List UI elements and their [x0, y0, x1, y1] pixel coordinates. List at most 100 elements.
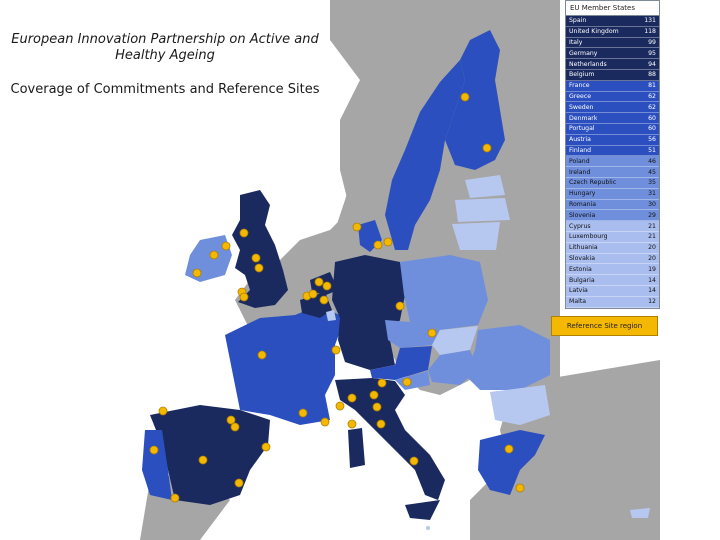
luxembourg — [326, 310, 336, 321]
legend-row: France 81 — [566, 80, 659, 92]
malta — [426, 526, 430, 530]
reference-site-dot — [298, 408, 308, 418]
reference-site-dot — [372, 402, 382, 412]
legend-row: Poland 46 — [566, 156, 659, 168]
legend-row: Greece 62 — [566, 91, 659, 103]
legend-value: 21 — [648, 222, 656, 230]
norway — [335, 10, 520, 245]
legend-value: 60 — [648, 114, 656, 122]
legend-country: Czech Republic — [569, 179, 617, 187]
slovenia — [395, 371, 430, 390]
legend-country: Estonia — [569, 265, 592, 273]
reference-site-dot — [369, 390, 379, 400]
sicily — [405, 500, 440, 520]
legend-country: Slovakia — [569, 254, 595, 262]
reference-site-dot — [322, 281, 332, 291]
reference-site-dot — [335, 401, 345, 411]
legend-country: Latvia — [569, 287, 588, 295]
legend-value: 14 — [648, 287, 656, 295]
reference-site-dot — [373, 240, 383, 250]
legend-country: Belgium — [569, 71, 595, 79]
legend-country: Luxembourg — [569, 233, 608, 241]
reference-site-dot — [331, 345, 341, 355]
legend-country: Italy — [569, 38, 583, 46]
legend-row: Hungary 31 — [566, 188, 659, 200]
member-states-legend: EU Member States Spain 131 United Kingdom 1… — [565, 0, 660, 309]
reference-site-dot — [261, 442, 271, 452]
legend-country: Greece — [569, 92, 592, 100]
reference-site-dot — [158, 406, 168, 416]
portugal — [142, 430, 172, 500]
legend-row: Latvia 14 — [566, 285, 659, 297]
legend-country: Austria — [569, 136, 591, 144]
legend-country: France — [569, 82, 590, 90]
reference-site-dot — [257, 350, 267, 360]
reference-site-dot — [226, 415, 236, 425]
legend-row: Romania 30 — [566, 199, 659, 211]
reference-site-dot — [198, 455, 208, 465]
legend-value: 46 — [648, 157, 656, 165]
reference-site-dot — [347, 419, 357, 429]
legend-country: Denmark — [569, 114, 598, 122]
reference-site-dot — [409, 456, 419, 466]
reference-site-dot — [377, 378, 387, 388]
legend-row: Finland 51 — [566, 145, 659, 157]
legend-value: 62 — [648, 103, 656, 111]
czech-republic — [385, 320, 440, 348]
reference-site-dot — [221, 241, 231, 251]
legend-country: Cyprus — [569, 222, 591, 230]
legend-country: Sweden — [569, 103, 594, 111]
greece — [478, 430, 545, 495]
legend-row: Estonia 19 — [566, 264, 659, 276]
legend-value: 20 — [648, 244, 656, 252]
reference-site-dot — [482, 143, 492, 153]
legend-country: Hungary — [569, 190, 596, 198]
legend-header: EU Member States — [566, 1, 659, 16]
reference-site-dot — [383, 237, 393, 247]
latvia — [455, 198, 510, 222]
legend-value: 30 — [648, 200, 656, 208]
legend-country: Finland — [569, 146, 592, 154]
legend-value: 56 — [648, 136, 656, 144]
legend-row: Bulgaria 14 — [566, 275, 659, 286]
reference-site-dot — [254, 263, 264, 273]
legend-value: 45 — [648, 168, 656, 176]
slovakia — [432, 326, 478, 355]
reference-site-dot — [319, 295, 329, 305]
italy — [335, 378, 445, 500]
reference-site-dot — [320, 417, 330, 427]
legend-row: Austria 56 — [566, 134, 659, 146]
legend-row: Denmark 60 — [566, 113, 659, 124]
reference-site-dot — [149, 445, 159, 455]
lithuania — [452, 222, 500, 250]
romania — [465, 325, 550, 390]
reference-site-dot — [347, 393, 357, 403]
hungary — [428, 350, 478, 385]
legend-country: Slovenia — [569, 211, 596, 219]
legend-row: Spain 131 — [566, 16, 659, 27]
legend-value: 99 — [648, 38, 656, 46]
reference-site-dot — [352, 222, 362, 232]
map-title: European Innovation Partnership on Activ… — [11, 32, 319, 63]
legend-row: Luxembourg 21 — [566, 231, 659, 243]
legend-value: 88 — [648, 71, 656, 79]
legend-value: 12 — [648, 298, 656, 306]
united-kingdom — [232, 190, 288, 308]
legend-value: 51 — [648, 146, 656, 154]
reference-site-dot — [170, 493, 180, 503]
cyprus — [630, 508, 650, 518]
reference-site-dot — [251, 253, 261, 263]
legend-value: 29 — [648, 211, 656, 219]
legend-value: 95 — [648, 49, 656, 57]
legend-country: Ireland — [569, 168, 591, 176]
legend-row: Slovenia 29 — [566, 210, 659, 222]
legend-country: Romania — [569, 200, 597, 208]
legend-row: Portugal 60 — [566, 123, 659, 135]
legend-value: 21 — [648, 233, 656, 241]
legend-value: 35 — [648, 179, 656, 187]
legend-row: Malta 12 — [566, 296, 659, 308]
legend-country: Portugal — [569, 125, 595, 133]
legend-value: 60 — [648, 125, 656, 133]
reference-site-dot — [239, 292, 249, 302]
